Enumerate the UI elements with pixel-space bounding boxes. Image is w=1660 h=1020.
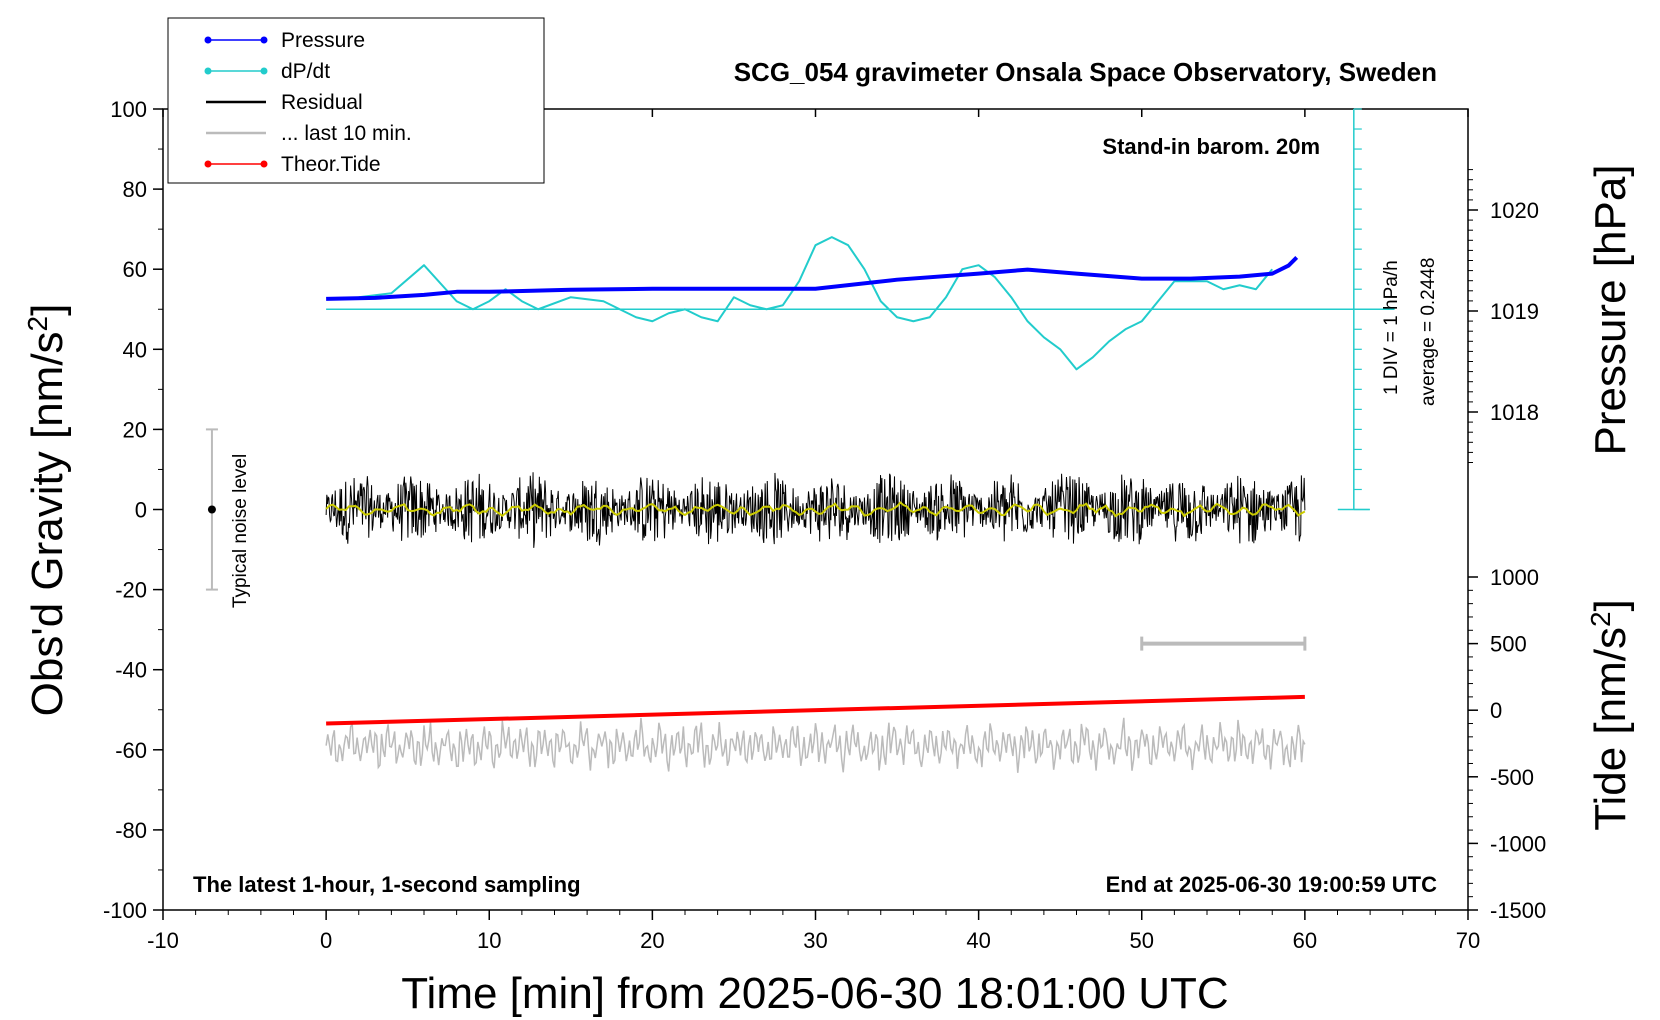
chart-title: SCG_054 gravimeter Onsala Space Observat… [734, 57, 1437, 87]
series-last-10-min [325, 717, 1306, 773]
y-tick-label: 0 [135, 498, 147, 523]
legend-label: dP/dt [281, 60, 330, 83]
x-tick-label: 40 [966, 928, 990, 953]
tide-tick-label: -1500 [1490, 898, 1546, 923]
y-axis-title-gravity: Obs'd Gravity [nm/s2] [22, 304, 73, 717]
y-tick-label: -60 [115, 738, 147, 763]
legend-label: Residual [281, 91, 363, 114]
series-dpdt [358, 236, 1274, 371]
series-residual [325, 472, 1306, 548]
legend-marker [260, 67, 268, 75]
legend-marker [260, 160, 268, 168]
div-scale-label: 1 DIV = 1 hPa/h [1381, 260, 1402, 395]
series-pressure [326, 256, 1299, 301]
x-tick-label: 30 [803, 928, 827, 953]
tide-tick-label: -500 [1490, 765, 1534, 790]
x-tick-label: -10 [147, 928, 179, 953]
x-tick-label: 70 [1456, 928, 1480, 953]
y-axis-title-tide: Tide [nm/s2] [1585, 599, 1636, 831]
tide-title-end: ] [1586, 599, 1635, 611]
x-tick-label: 10 [477, 928, 501, 953]
y-tick-label: -100 [103, 898, 147, 923]
x-tick-label: 0 [320, 928, 332, 953]
pressure-tick-label: 1019 [1490, 299, 1539, 324]
tide-title-text: Tide [nm/s [1586, 627, 1635, 831]
tide-tick-label: 500 [1490, 632, 1527, 657]
series-theor-tide [326, 694, 1305, 726]
y-tick-label: -80 [115, 818, 147, 843]
y-tick-label: 20 [123, 417, 147, 442]
legend-marker [204, 36, 212, 44]
series-residual-smooth [325, 501, 1306, 518]
tide-title-sup: 2 [1585, 611, 1616, 627]
legend-label: Pressure [281, 29, 365, 52]
legend-label: ... last 10 min. [281, 122, 412, 145]
barometer-note: Stand-in barom. 20m [1102, 134, 1320, 159]
y-axis-title-sup: 2 [22, 316, 53, 332]
pressure-tick-label: 1020 [1490, 198, 1539, 223]
axes-layer: -10 0 10 20 30 40 50 60 70100806040200-20-40-60-… [103, 97, 1546, 953]
y-tick-label: 60 [123, 257, 147, 282]
y-axis-title-end: ] [23, 304, 72, 316]
x-tick-label: 20 [640, 928, 664, 953]
noise-level-label: Typical noise level [230, 454, 251, 608]
end-time-note: End at 2025-06-30 19:00:59 UTC [1106, 872, 1437, 897]
y-tick-label: -40 [115, 658, 147, 683]
y-axis-title-pressure: Pressure [hPa] [1586, 164, 1635, 455]
y-tick-label: 40 [123, 337, 147, 362]
legend-marker [204, 67, 212, 75]
tide-tick-label: 1000 [1490, 565, 1539, 590]
y-tick-label: -20 [115, 578, 147, 603]
x-tick-label: 60 [1293, 928, 1317, 953]
noise-bar-center [207, 505, 216, 514]
legend-box [167, 17, 545, 184]
series-layer [205, 108, 1395, 773]
x-axis-title: Time [min] from 2025-06-30 18:01:00 UTC [401, 969, 1228, 1018]
sampling-note: The latest 1-hour, 1-second sampling [193, 872, 581, 897]
pressure-tick-label: 1018 [1490, 400, 1539, 425]
legend-label: Theor.Tide [281, 153, 381, 176]
tide-tick-label: 0 [1490, 698, 1502, 723]
tide-tick-label: -1000 [1490, 831, 1546, 856]
x-tick-label: 50 [1130, 928, 1154, 953]
legend: Pressure dP/dt Residual ... last 10 min. The… [167, 17, 545, 184]
y-tick-label: 80 [123, 177, 147, 202]
y-axis-title-text: Obs'd Gravity [nm/s [23, 331, 72, 716]
legend-marker [204, 160, 212, 168]
legend-marker [260, 36, 268, 44]
y-tick-label: 100 [110, 97, 147, 122]
average-label: average = 0.2448 [1418, 258, 1439, 406]
